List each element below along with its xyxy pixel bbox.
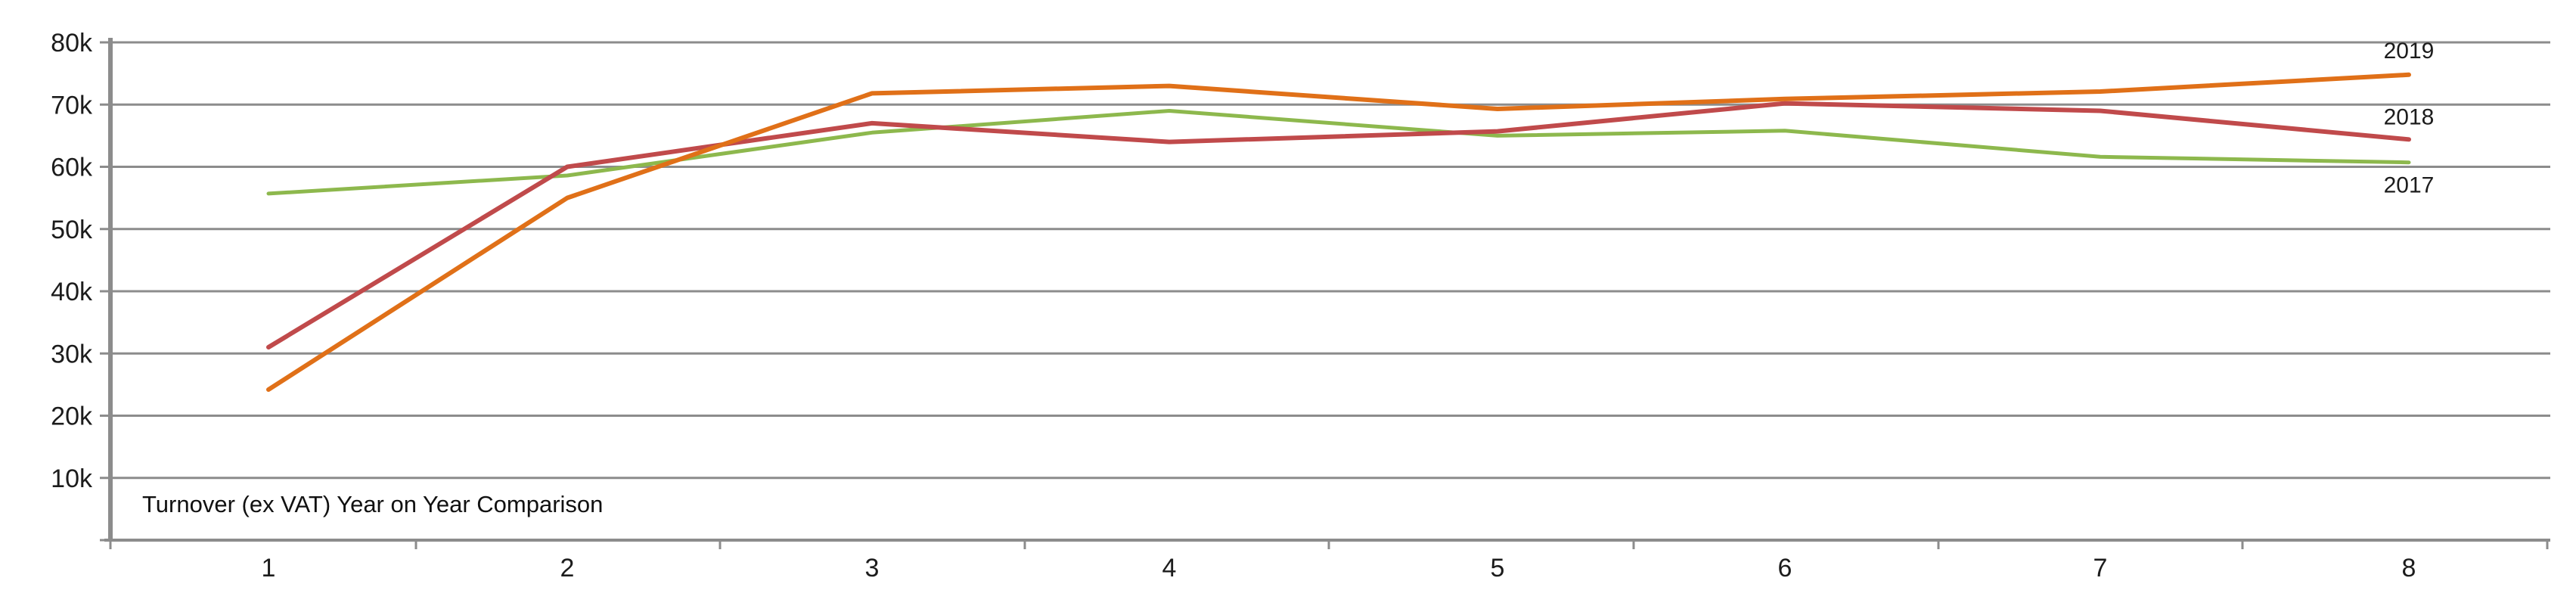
x-tick-label: 3: [865, 554, 880, 582]
series-line-2018: [266, 101, 2411, 349]
y-tick-label: 10k: [51, 464, 93, 493]
x-axis-ticks: 1 2 3 4 5 6 7 8: [109, 540, 2549, 582]
x-tick-label: 4: [1162, 554, 1177, 582]
y-tick-label: 70k: [51, 91, 93, 120]
y-tick-label: 80k: [51, 29, 93, 57]
series-labels: 2017 2018 2019: [2384, 39, 2435, 198]
x-tick-label: 5: [1491, 554, 1505, 582]
series-label-2017: 2017: [2384, 173, 2435, 198]
series-line-2019: [266, 72, 2411, 392]
y-tick-label: 20k: [51, 402, 93, 431]
series-label-2018: 2018: [2384, 104, 2435, 129]
chart-title: Turnover (ex VAT) Year on Year Compariso…: [142, 491, 603, 517]
x-tick-label: 2: [560, 554, 575, 582]
x-tick-label: 7: [2093, 554, 2108, 582]
series-lines: [266, 72, 2411, 392]
gridlines: [110, 41, 2550, 480]
axes: [104, 38, 2550, 542]
y-tick-label: 60k: [51, 154, 93, 182]
y-axis-ticks: 10k 20k 30k 40k 50k 60k 70k 80k: [51, 29, 110, 542]
x-tick-label: 8: [2402, 554, 2416, 582]
y-tick-label: 50k: [51, 216, 93, 244]
series-line-2017: [266, 109, 2411, 196]
series-label-2019: 2019: [2384, 39, 2435, 64]
x-tick-label: 1: [262, 554, 276, 582]
x-tick-label: 6: [1778, 554, 1792, 582]
y-tick-label: 40k: [51, 278, 93, 306]
y-tick-label: 30k: [51, 340, 93, 368]
